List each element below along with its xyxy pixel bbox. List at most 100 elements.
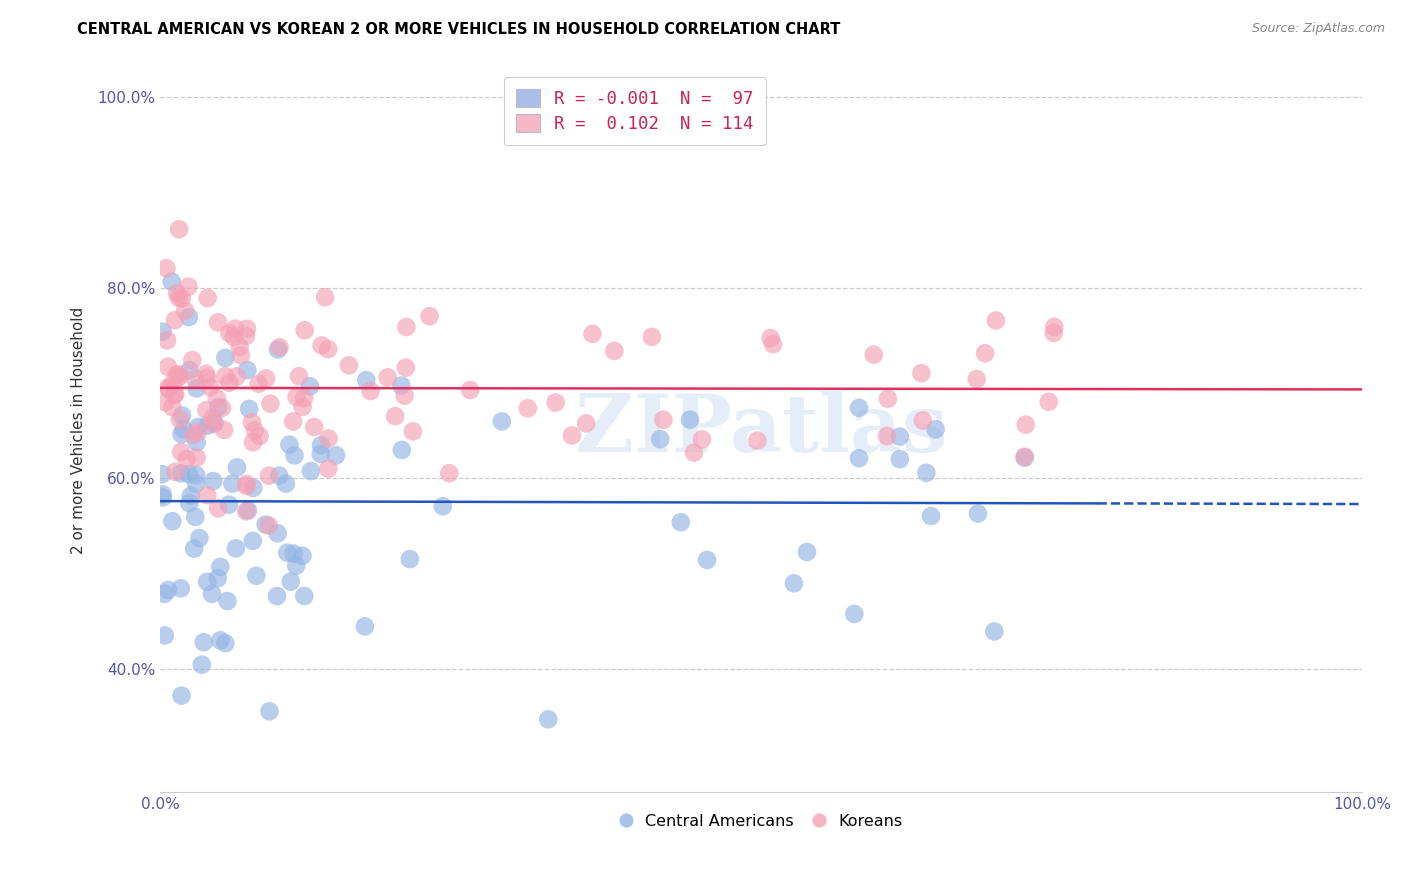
Point	[156, 359, 179, 374]
Point	[162, 400, 184, 414]
Point	[202, 474, 225, 488]
Point	[245, 568, 267, 582]
Point	[395, 360, 418, 375]
Point	[285, 390, 308, 404]
Point	[181, 353, 204, 368]
Point	[195, 403, 218, 417]
Point	[1038, 394, 1060, 409]
Point	[172, 409, 194, 423]
Point	[391, 442, 413, 457]
Point	[269, 340, 291, 354]
Point	[204, 416, 226, 430]
Point	[183, 541, 205, 556]
Point	[177, 467, 200, 481]
Point	[911, 413, 934, 427]
Point	[235, 476, 257, 491]
Point	[173, 422, 195, 436]
Point	[309, 447, 332, 461]
Point	[167, 291, 190, 305]
Point	[166, 368, 188, 382]
Point	[229, 348, 252, 362]
Point	[242, 435, 264, 450]
Point	[377, 370, 399, 384]
Point	[292, 391, 315, 405]
Point	[1042, 326, 1064, 340]
Point	[1014, 450, 1036, 464]
Point	[193, 635, 215, 649]
Point	[150, 467, 173, 482]
Point	[267, 343, 290, 357]
Point	[170, 427, 193, 442]
Y-axis label: 2 or more Vehicles in Household: 2 or more Vehicles in Household	[72, 307, 86, 554]
Point	[876, 429, 898, 443]
Point	[170, 689, 193, 703]
Point	[844, 607, 866, 621]
Point	[165, 387, 187, 401]
Point	[762, 337, 785, 351]
Point	[575, 417, 598, 431]
Point	[224, 321, 246, 335]
Point	[650, 432, 672, 446]
Point	[876, 392, 898, 406]
Point	[155, 261, 177, 276]
Point	[209, 559, 232, 574]
Point	[283, 449, 305, 463]
Point	[240, 415, 263, 429]
Point	[337, 359, 360, 373]
Point	[314, 290, 336, 304]
Point	[174, 303, 197, 318]
Point	[169, 368, 191, 382]
Point	[285, 558, 308, 573]
Point	[1014, 450, 1036, 465]
Point	[235, 329, 257, 343]
Point	[418, 309, 440, 323]
Point	[214, 351, 236, 365]
Point	[242, 533, 264, 548]
Point	[207, 315, 229, 329]
Point	[181, 428, 204, 442]
Point	[747, 434, 769, 448]
Point	[222, 330, 245, 344]
Point	[236, 322, 259, 336]
Text: ZIPatlas: ZIPatlas	[575, 392, 948, 469]
Point	[384, 409, 406, 424]
Point	[180, 489, 202, 503]
Point	[207, 501, 229, 516]
Point	[394, 389, 416, 403]
Point	[269, 468, 291, 483]
Point	[318, 432, 340, 446]
Point	[235, 504, 257, 518]
Point	[221, 476, 243, 491]
Point	[247, 376, 270, 391]
Point	[195, 370, 218, 384]
Point	[212, 423, 235, 437]
Point	[184, 372, 207, 386]
Point	[207, 571, 229, 585]
Point	[302, 420, 325, 434]
Point	[186, 382, 208, 396]
Point	[316, 343, 339, 357]
Point	[318, 461, 340, 475]
Point	[544, 395, 567, 409]
Point	[197, 291, 219, 305]
Point	[205, 392, 228, 406]
Point	[160, 275, 183, 289]
Point	[228, 340, 250, 354]
Point	[195, 367, 218, 381]
Point	[603, 343, 626, 358]
Point	[280, 574, 302, 589]
Point	[167, 222, 190, 236]
Point	[152, 487, 174, 501]
Point	[170, 445, 193, 459]
Point	[238, 401, 260, 416]
Point	[202, 417, 225, 431]
Point	[209, 633, 232, 648]
Point	[537, 712, 560, 726]
Point	[214, 369, 236, 384]
Point	[170, 467, 193, 481]
Point	[242, 481, 264, 495]
Point	[325, 449, 347, 463]
Point	[156, 334, 179, 348]
Point	[201, 411, 224, 425]
Point	[354, 373, 377, 387]
